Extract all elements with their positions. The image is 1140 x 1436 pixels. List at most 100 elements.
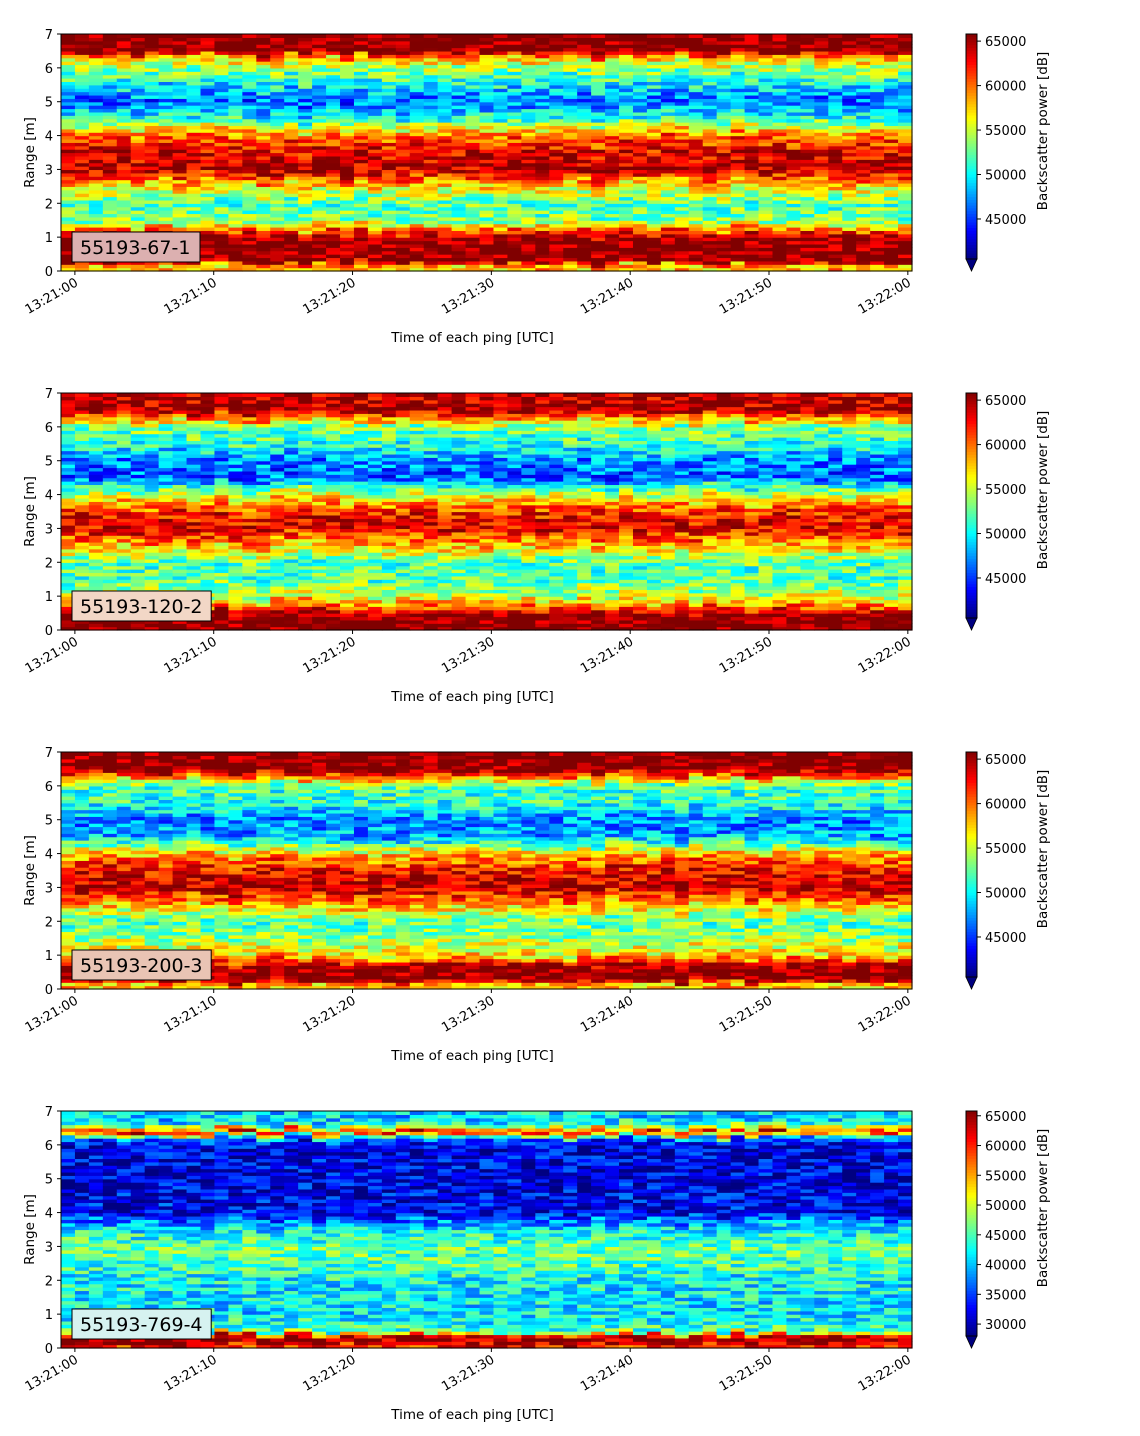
heatmap-cell	[172, 159, 188, 164]
heatmap-cell	[437, 34, 453, 38]
heatmap-cell	[786, 206, 801, 211]
heatmap-cell	[758, 108, 774, 113]
heatmap-cell	[619, 179, 634, 184]
heatmap-cell	[535, 118, 550, 123]
heatmap-cell	[130, 149, 146, 154]
heatmap-cell	[423, 132, 439, 137]
heatmap-cell	[88, 67, 104, 72]
heatmap-cell	[716, 50, 732, 55]
heatmap-cell	[660, 267, 676, 272]
heatmap-cell	[828, 206, 843, 211]
heatmap-cell	[284, 264, 299, 269]
heatmap-cell	[312, 176, 327, 181]
heatmap-cell	[353, 182, 369, 187]
heatmap-cell	[312, 243, 327, 248]
heatmap-cell	[423, 115, 439, 120]
heatmap-cell	[507, 57, 522, 62]
heatmap-cell	[158, 34, 174, 38]
heatmap-cell	[758, 98, 774, 103]
heatmap-cell	[688, 101, 704, 106]
heatmap-cell	[521, 182, 536, 187]
heatmap-cell	[451, 166, 467, 171]
heatmap-cell	[61, 101, 76, 106]
heatmap-cell	[423, 230, 439, 235]
heatmap-cell	[828, 216, 843, 221]
heatmap-cell	[730, 91, 746, 96]
heatmap-cell	[186, 166, 202, 171]
heatmap-cell	[479, 111, 495, 116]
heatmap-cell	[116, 179, 132, 184]
heatmap-cell	[521, 186, 536, 191]
heatmap-cell	[646, 159, 662, 164]
heatmap-cell	[535, 111, 550, 116]
heatmap-cell	[186, 260, 202, 265]
heatmap-cell	[102, 203, 118, 208]
heatmap-cell	[74, 189, 90, 194]
heatmap-cell	[758, 74, 774, 79]
heatmap-cell	[242, 81, 257, 86]
heatmap-cell	[702, 64, 718, 69]
heatmap-cell	[228, 57, 243, 62]
heatmap-cell	[605, 193, 620, 198]
heatmap-cell	[214, 220, 230, 225]
heatmap-cell	[688, 142, 704, 147]
heatmap-cell	[744, 237, 760, 242]
heatmap-cell	[423, 250, 439, 255]
heatmap-cell	[144, 199, 160, 204]
heatmap-cell	[619, 223, 634, 228]
heatmap-cell	[772, 257, 788, 262]
heatmap-cell	[214, 199, 230, 204]
heatmap-cell	[660, 182, 676, 187]
heatmap-cell	[172, 206, 188, 211]
heatmap-cell	[214, 91, 230, 96]
heatmap-cell	[772, 81, 788, 86]
heatmap-cell	[451, 50, 467, 55]
heatmap-cell	[395, 74, 411, 79]
heatmap-cell	[632, 67, 648, 72]
heatmap-cell	[61, 179, 76, 184]
heatmap-cell	[800, 50, 815, 55]
heatmap-cell	[493, 84, 509, 89]
heatmap-cell	[214, 142, 230, 147]
heatmap-cell	[158, 260, 174, 265]
heatmap-cell	[326, 142, 341, 147]
heatmap-cell	[744, 240, 760, 245]
heatmap-cell	[493, 203, 509, 208]
heatmap-cell	[521, 193, 536, 198]
heatmap-cell	[186, 40, 202, 45]
heatmap-cell	[814, 159, 829, 164]
heatmap-cell	[465, 257, 481, 262]
heatmap-cell	[577, 237, 592, 242]
heatmap-cell	[340, 50, 355, 55]
heatmap-cell	[340, 247, 355, 252]
heatmap-cell	[493, 142, 509, 147]
heatmap-cell	[619, 47, 634, 52]
heatmap-cell	[395, 88, 411, 93]
heatmap-cell	[172, 111, 188, 116]
heatmap-cell	[144, 44, 160, 49]
heatmap-cell	[507, 169, 522, 174]
heatmap-cell	[800, 233, 815, 238]
heatmap-cell	[326, 186, 341, 191]
heatmap-cell	[814, 267, 829, 272]
heatmap-cell	[256, 250, 271, 255]
heatmap-cell	[577, 189, 592, 194]
heatmap-cell	[312, 61, 327, 66]
heatmap-cell	[507, 122, 522, 127]
heatmap-cell	[814, 260, 829, 265]
heatmap-cell	[591, 71, 606, 76]
heatmap-cell	[632, 118, 648, 123]
heatmap-cell	[256, 169, 271, 174]
heatmap-cell	[465, 37, 481, 42]
heatmap-cell	[102, 50, 118, 55]
heatmap-cell	[423, 254, 439, 259]
heatmap-cell	[381, 57, 397, 62]
heatmap-cell	[563, 61, 578, 66]
heatmap-cell	[786, 78, 801, 82]
heatmap-cell	[381, 88, 397, 93]
heatmap-cell	[284, 105, 299, 110]
heatmap-cell	[744, 138, 760, 143]
heatmap-cell	[298, 176, 313, 181]
heatmap-cell	[605, 179, 620, 184]
heatmap-cell	[800, 40, 815, 45]
